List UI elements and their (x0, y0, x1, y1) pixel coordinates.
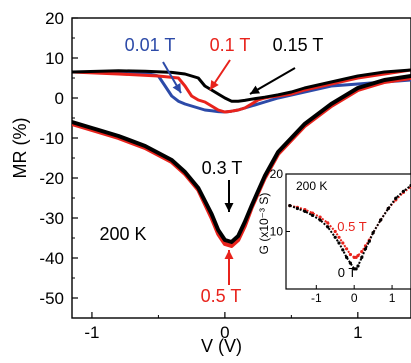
inset-point (371, 231, 375, 235)
inset-point (326, 225, 330, 229)
inset-point (310, 213, 315, 217)
inset-point (337, 241, 341, 245)
annotation-label: 0.15 T (273, 35, 324, 55)
x-axis-label: V (V) (201, 336, 242, 356)
annotation-label: 0.1 T (210, 35, 251, 55)
series-line-0p01-T (72, 70, 411, 114)
series-line-0p15-T (72, 68, 411, 103)
inset-chart: 10 20 -1 0 1 G (x10⁻³ S) 200 K 0.5 T 0 T (257, 167, 411, 305)
y-tick-label: -20 (39, 169, 64, 188)
annotation-label: 0.3 T (202, 158, 243, 178)
inset-point (401, 189, 405, 193)
inset-point (360, 250, 364, 254)
plot-frame (71, 17, 411, 319)
inset-point (333, 235, 337, 239)
inset-y-tick-label: 20 (270, 167, 284, 181)
y-tick-label: -50 (39, 289, 64, 308)
y-tick-label: -10 (39, 129, 64, 148)
inset-point (386, 206, 390, 211)
y-tick-label: 20 (45, 9, 64, 28)
y-tick-label: -30 (39, 209, 64, 228)
inset-point (318, 218, 322, 222)
inset-x-tick-label: 0 (351, 291, 358, 305)
arrow-0p5T-head (224, 250, 234, 259)
x-tick-label: 0 (220, 323, 229, 342)
series-line-0p3-T (72, 74, 411, 244)
inset-frame (285, 173, 411, 290)
inset-annotation-label: 0 T (338, 265, 357, 280)
inset-point (356, 254, 360, 258)
inset-point (348, 252, 352, 257)
x-tick-label: 1 (353, 323, 362, 342)
inset-point (360, 255, 364, 259)
inset-annotation-label: 0.5 T (337, 219, 366, 234)
inset-series-0-T (289, 184, 411, 270)
inset-point (326, 221, 330, 225)
inset-point (295, 206, 299, 211)
inset-x-tick-label: 1 (389, 291, 396, 305)
inset-point (394, 196, 398, 200)
x-tick-label: -1 (84, 323, 99, 342)
inset-annotation-label: 200 K (296, 179, 327, 193)
inset-point (333, 229, 337, 234)
arrow-0p3T-head (224, 203, 234, 212)
arrow-0p15T-head (250, 85, 261, 94)
arrow-0p01T-head (172, 82, 181, 93)
inset-point (345, 247, 349, 251)
inset-point (356, 264, 360, 268)
inset-point (363, 247, 368, 251)
y-axis-label: MR (%) (10, 118, 30, 179)
inset-point (367, 239, 371, 243)
inset-point (337, 235, 341, 239)
inset-point (379, 218, 383, 222)
y-tick-label: -40 (39, 249, 64, 268)
inset-point (341, 241, 345, 245)
y-tick-label: 10 (45, 49, 64, 68)
y-tick-label: 0 (55, 89, 64, 108)
inset-point (318, 215, 322, 219)
inset-x-tick-label: -1 (311, 291, 322, 305)
annotation-label: 0.5 T (201, 286, 242, 306)
arrow-0p1T-head (210, 80, 219, 90)
inset-point (288, 204, 292, 208)
inset-y-tick-label: 10 (270, 225, 284, 239)
inset-point (303, 209, 307, 213)
inset-point (348, 261, 352, 265)
inset-y-axis-label: G (x10⁻³ S) (257, 193, 271, 255)
annotation-label: 200 K (99, 224, 146, 244)
series-line-0p1-T (72, 68, 411, 114)
inset-point (354, 267, 358, 271)
annotation-label: 0.01 T (125, 35, 176, 55)
inset-point (345, 255, 349, 259)
inset-point (310, 211, 315, 215)
inset-point (341, 248, 345, 252)
